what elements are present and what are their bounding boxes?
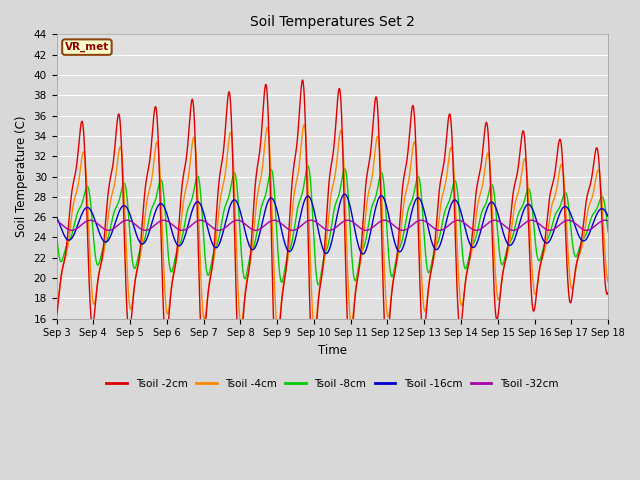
Text: VR_met: VR_met [65,42,109,52]
Title: Soil Temperatures Set 2: Soil Temperatures Set 2 [250,15,415,29]
Legend: Tsoil -2cm, Tsoil -4cm, Tsoil -8cm, Tsoil -16cm, Tsoil -32cm: Tsoil -2cm, Tsoil -4cm, Tsoil -8cm, Tsoi… [102,375,563,393]
X-axis label: Time: Time [318,344,347,357]
Y-axis label: Soil Temperature (C): Soil Temperature (C) [15,116,28,237]
